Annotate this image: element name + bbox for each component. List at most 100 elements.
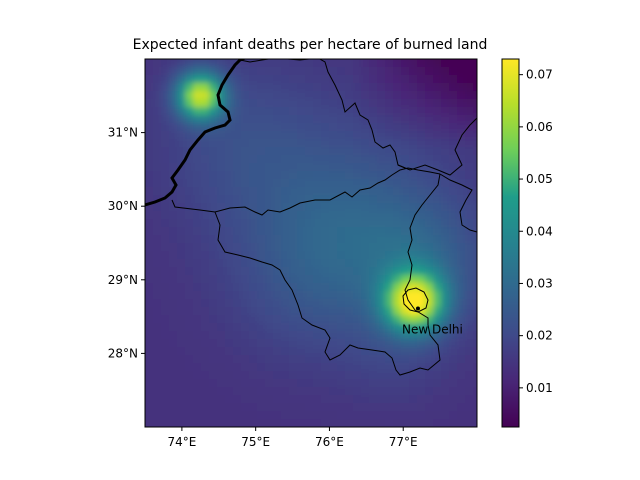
heat-cell xyxy=(377,251,386,260)
heat-cell xyxy=(145,387,146,396)
heat-cell xyxy=(201,379,210,388)
heat-cell xyxy=(481,99,490,108)
heat-cell xyxy=(337,147,346,156)
heat-cell xyxy=(345,91,354,100)
heat-cell xyxy=(481,419,490,428)
heat-cell xyxy=(169,307,178,316)
heat-cell xyxy=(481,107,490,116)
heat-cell xyxy=(225,187,234,196)
heat-cell xyxy=(465,115,474,124)
heat-cell xyxy=(241,67,250,76)
heat-cell xyxy=(241,395,250,404)
heat-cell xyxy=(217,155,226,164)
heat-cell xyxy=(169,107,178,116)
heat-cell xyxy=(433,179,442,188)
heat-cell xyxy=(345,323,354,332)
heat-cell xyxy=(185,179,194,188)
heat-cell xyxy=(345,259,354,268)
heat-cell xyxy=(169,123,178,132)
heat-cell xyxy=(249,235,258,244)
heat-cell xyxy=(353,243,362,252)
heat-cell xyxy=(425,91,434,100)
heat-cell xyxy=(273,139,282,148)
heat-cell xyxy=(377,211,386,220)
heat-cell xyxy=(473,99,477,108)
heat-cell xyxy=(425,387,434,396)
heat-cell xyxy=(361,219,370,228)
heat-cell xyxy=(393,227,402,236)
heat-cell xyxy=(233,403,242,412)
heat-cell xyxy=(297,107,306,116)
heat-cell xyxy=(153,395,162,404)
heat-cell xyxy=(217,267,226,276)
heat-cell xyxy=(377,403,386,412)
heat-cell xyxy=(289,83,298,92)
heat-cell xyxy=(161,259,170,268)
heat-cell xyxy=(193,59,202,68)
heat-cell xyxy=(401,219,410,228)
heat-cell xyxy=(425,291,434,300)
heat-cell xyxy=(233,355,242,364)
heat-cell xyxy=(449,139,458,148)
heat-cell xyxy=(329,147,338,156)
heat-cell xyxy=(337,235,346,244)
heat-cell xyxy=(329,363,338,372)
heat-cell xyxy=(153,227,162,236)
heat-cell xyxy=(369,291,378,300)
heat-cell xyxy=(417,427,426,436)
heat-cell xyxy=(385,363,394,372)
heat-cell xyxy=(145,91,146,100)
heat-cell xyxy=(329,387,338,396)
heat-cell xyxy=(297,195,306,204)
heat-cell xyxy=(449,91,458,100)
heat-cell xyxy=(177,299,186,308)
heat-cell xyxy=(249,187,258,196)
heat-cell xyxy=(153,331,162,340)
heat-cell xyxy=(361,387,370,396)
heat-cell xyxy=(273,251,282,260)
heat-cell xyxy=(177,187,186,196)
heat-cell xyxy=(273,91,282,100)
heat-cell xyxy=(297,323,306,332)
heat-cell xyxy=(265,83,274,92)
heat-cell xyxy=(361,67,370,76)
heat-cell xyxy=(297,147,306,156)
heat-cell xyxy=(377,307,386,316)
heat-cell xyxy=(177,147,186,156)
heat-cell xyxy=(377,187,386,196)
heat-cell xyxy=(249,355,258,364)
heat-cell xyxy=(289,235,298,244)
heat-cell xyxy=(145,251,154,260)
heat-cell xyxy=(145,211,154,220)
heat-cell xyxy=(265,411,274,420)
heat-cell xyxy=(393,131,402,140)
heat-cell xyxy=(297,219,306,228)
heat-cell xyxy=(257,107,266,116)
heat-cell xyxy=(201,323,210,332)
heat-cell xyxy=(417,147,426,156)
heat-cell xyxy=(377,323,386,332)
heat-cell xyxy=(481,59,490,68)
heat-cell xyxy=(225,275,234,284)
heat-cell xyxy=(449,75,458,84)
heat-cell xyxy=(329,267,338,276)
heat-cell xyxy=(289,395,298,404)
heat-cell xyxy=(273,179,282,188)
heat-cell xyxy=(153,291,162,300)
colorbar: 0.010.020.030.040.050.060.07 xyxy=(501,58,553,428)
heat-cell xyxy=(401,275,410,284)
heat-cell xyxy=(425,123,434,132)
heat-cell xyxy=(193,91,202,100)
heat-cell xyxy=(305,91,314,100)
heat-cell xyxy=(241,347,250,356)
heat-cell xyxy=(369,211,378,220)
heat-cell xyxy=(153,67,162,76)
heat-cell xyxy=(177,291,186,300)
heat-cell xyxy=(433,123,442,132)
heat-cell xyxy=(145,307,154,316)
heat-cell xyxy=(281,67,290,76)
heat-cell xyxy=(289,275,298,284)
heat-cell xyxy=(337,155,346,164)
heat-cell xyxy=(145,211,146,220)
heat-cell xyxy=(305,307,314,316)
